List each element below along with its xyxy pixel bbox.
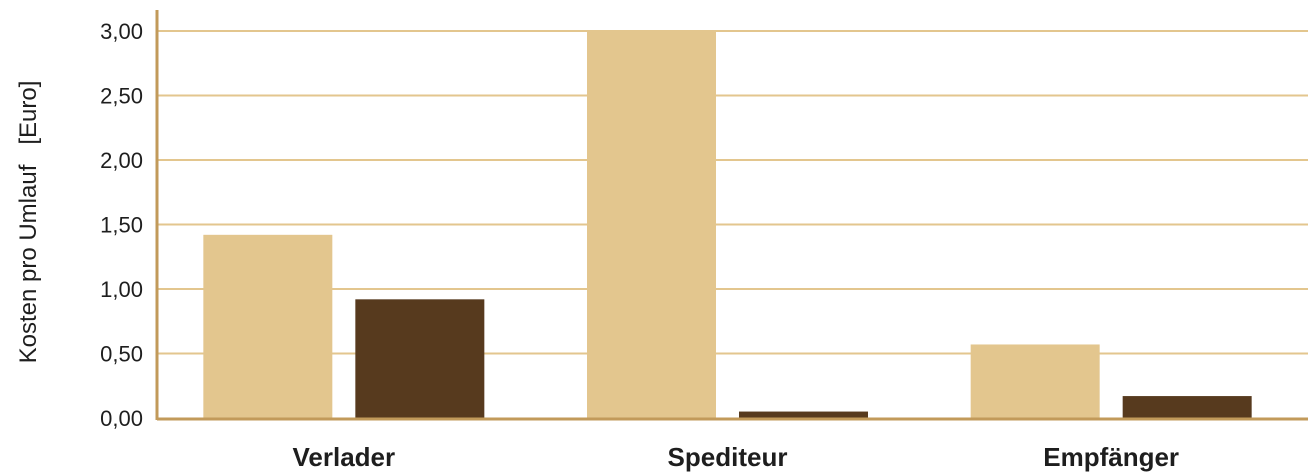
bar-empfänger-series-1 bbox=[970, 344, 1100, 418]
category-label: Empfänger bbox=[1043, 442, 1179, 472]
y-tick-label: 1,50 bbox=[100, 213, 143, 238]
category-labels: Verlader Spediteur Empfänger bbox=[293, 442, 1180, 472]
y-tick-label: 2,00 bbox=[100, 148, 143, 173]
category-label: Verlader bbox=[293, 442, 396, 472]
bar-empfänger-series-2 bbox=[1122, 396, 1252, 418]
y-axis-title: Kosten pro Umlauf [Euro] bbox=[15, 81, 42, 364]
bar-verlader-series-1 bbox=[203, 234, 333, 418]
y-tick-label: 2,50 bbox=[100, 84, 143, 109]
y-tick-labels: 0,00 0,50 1,00 1,50 2,00 2,50 3,00 bbox=[100, 19, 143, 431]
bar-spediteur-series-1 bbox=[587, 31, 716, 418]
y-tick-label: 0,00 bbox=[100, 406, 143, 431]
axes bbox=[155, 10, 1308, 421]
category-label: Spediteur bbox=[668, 442, 788, 472]
bar-spediteur-series-2 bbox=[739, 411, 868, 418]
y-tick-label: 0,50 bbox=[100, 342, 143, 367]
y-tick-label: 1,00 bbox=[100, 277, 143, 302]
gridlines bbox=[157, 30, 1308, 355]
bar-verlader-series-2 bbox=[355, 299, 485, 418]
bars bbox=[203, 31, 1252, 418]
y-tick-label: 3,00 bbox=[100, 19, 143, 44]
